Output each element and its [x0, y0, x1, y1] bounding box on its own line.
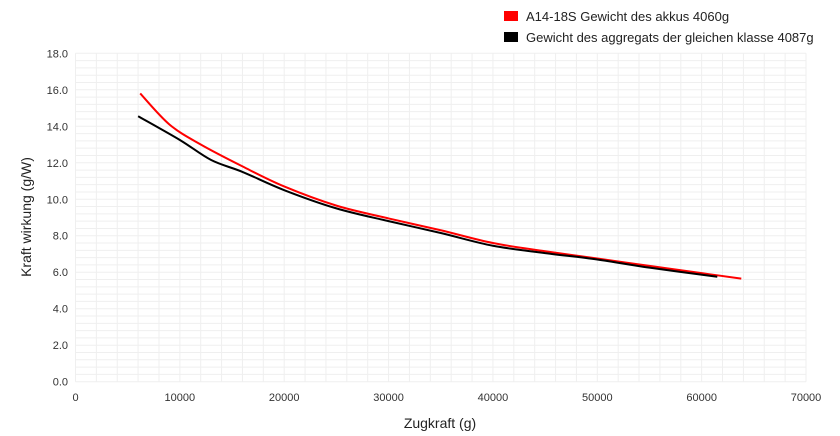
x-tick-label: 20000 — [269, 392, 300, 404]
legend-swatch-red — [504, 11, 518, 21]
y-tick-label: 0.0 — [53, 377, 68, 389]
y-tick-label: 18.0 — [47, 48, 68, 60]
y-tick-label: 12.0 — [47, 158, 68, 170]
x-axis-label: Zugkraft (g) — [404, 415, 476, 431]
legend-label-black: Gewicht des aggregats der gleichen klass… — [526, 30, 814, 45]
y-tick-label: 8.0 — [53, 231, 68, 243]
series-line-red — [139, 92, 742, 280]
x-tick-label: 40000 — [478, 392, 509, 404]
y-axis-ticks: 0.0 2.0 4.0 6.0 8.0 10.0 12.0 14.0 16.0 18.0 — [47, 48, 68, 388]
x-axis-ticks: 0 10000 20000 30000 40000 50000 60000 70000 — [72, 392, 821, 404]
series-lines — [137, 92, 742, 280]
y-tick-label: 10.0 — [47, 194, 68, 206]
grid — [75, 52, 807, 383]
x-tick-label: 0 — [72, 392, 78, 404]
legend: A14-18S Gewicht des akkus 4060g Gewicht … — [504, 9, 814, 45]
x-tick-label: 70000 — [791, 392, 822, 404]
x-tick-label: 30000 — [373, 392, 404, 404]
y-axis-label: Kraft wirkung (g/W) — [18, 157, 34, 277]
legend-swatch-black — [504, 32, 518, 42]
y-tick-label: 16.0 — [47, 85, 68, 97]
x-tick-label: 50000 — [582, 392, 613, 404]
y-tick-label: 4.0 — [53, 304, 68, 316]
x-tick-label: 10000 — [165, 392, 196, 404]
y-tick-label: 6.0 — [53, 267, 68, 279]
y-tick-label: 14.0 — [47, 121, 68, 133]
series-line-black — [137, 115, 718, 278]
x-tick-label: 60000 — [686, 392, 717, 404]
legend-label-red: A14-18S Gewicht des akkus 4060g — [526, 9, 729, 24]
y-tick-label: 2.0 — [53, 340, 68, 352]
